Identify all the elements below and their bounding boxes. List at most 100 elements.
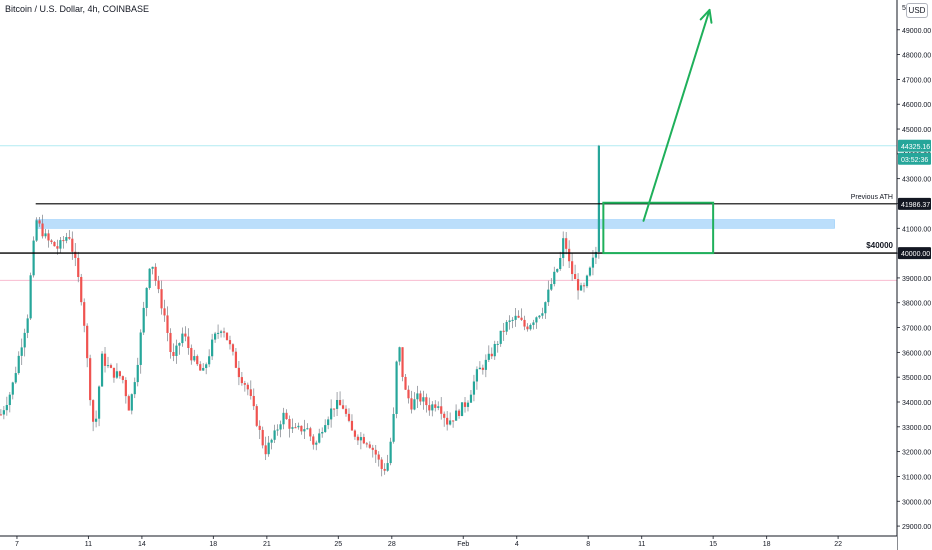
candle (511, 317, 514, 329)
candle (404, 373, 407, 391)
candle-body (56, 246, 59, 249)
candle-body (344, 408, 348, 414)
candle-body (383, 468, 386, 471)
candle-body (362, 437, 365, 444)
candle-body (23, 332, 26, 348)
candle-body (270, 439, 273, 443)
candle-body (532, 322, 535, 325)
candle (341, 399, 345, 410)
candle-body (62, 240, 65, 242)
candle (553, 266, 556, 287)
chart-title: Bitcoin / U.S. Dollar, 4h, COINBASE (5, 4, 150, 14)
candle (86, 323, 89, 368)
candle (0, 409, 2, 416)
candle-body (401, 347, 404, 377)
candle-body (172, 352, 175, 356)
candle (309, 426, 312, 442)
projection-arrow-head (699, 8, 713, 24)
candle (163, 299, 166, 322)
candle-body (562, 238, 565, 258)
candle-body (26, 318, 29, 333)
candle (565, 231, 568, 255)
candle (576, 273, 580, 300)
candle-body (550, 284, 553, 290)
candle (216, 324, 220, 339)
candle (449, 412, 452, 426)
candle (231, 343, 235, 356)
candle-body (591, 257, 595, 268)
candle-body (103, 353, 107, 366)
candle (44, 228, 47, 239)
candle-body (181, 333, 184, 344)
candle-body (306, 428, 309, 430)
projection-arrow-line (642, 8, 711, 222)
candle-body (490, 353, 493, 357)
candle (368, 441, 371, 449)
candle-body (279, 424, 282, 430)
candle-body (222, 331, 226, 333)
y-tick-label: 37000.00 (902, 326, 931, 333)
candle (324, 419, 327, 433)
x-tick-label: 7 (15, 541, 19, 548)
candle (520, 308, 523, 322)
x-tick-label: 25 (334, 541, 342, 548)
candle (597, 144, 600, 259)
candle (544, 301, 547, 319)
candle (291, 418, 294, 434)
candle (410, 390, 413, 414)
candle (193, 349, 196, 362)
candle (243, 380, 246, 392)
candle-body (44, 233, 47, 237)
candle (157, 275, 160, 294)
resistance-band (35, 219, 835, 229)
candle (541, 307, 544, 319)
y-tick-label: 41000.00 (902, 226, 931, 233)
candle-body (303, 429, 306, 432)
candle (5, 396, 8, 416)
candle-body (151, 266, 154, 269)
candle (422, 390, 425, 410)
candle-body (469, 394, 473, 403)
candle-body (565, 238, 568, 249)
support-40000-label: $40000 (866, 241, 893, 250)
currency-button[interactable]: USD (906, 3, 928, 18)
candle-body (121, 376, 124, 380)
candle (371, 444, 374, 458)
candle (184, 326, 187, 342)
candle-body (502, 330, 505, 332)
price-axis-background (897, 0, 932, 550)
last-price-tag-bg (898, 139, 931, 152)
candle (517, 310, 520, 319)
candle-body (312, 436, 315, 445)
candle-body (97, 386, 101, 419)
y-tick-label: 47000.00 (902, 77, 931, 84)
candle (175, 339, 178, 364)
candle-body (541, 313, 544, 316)
candle-body (199, 364, 202, 371)
candle-body (538, 315, 541, 318)
candle-body (392, 413, 395, 442)
candle (127, 394, 130, 411)
candle (579, 282, 583, 291)
candle (312, 434, 315, 450)
candle-body (142, 307, 145, 333)
candle-body (585, 275, 589, 287)
candle-body (457, 410, 461, 416)
candle-body (511, 319, 514, 321)
candle-body (454, 410, 458, 421)
candle-body (338, 399, 342, 406)
x-tick-label: 4 (515, 541, 519, 548)
candle-body (83, 302, 86, 326)
candle (142, 301, 145, 336)
candle-body (437, 406, 440, 408)
candle-body (178, 343, 181, 346)
candle (255, 404, 258, 428)
candle (202, 363, 205, 371)
candle (591, 250, 595, 276)
candle (145, 287, 148, 317)
candle (35, 217, 38, 243)
candle-body (100, 353, 104, 387)
candle (535, 316, 538, 329)
